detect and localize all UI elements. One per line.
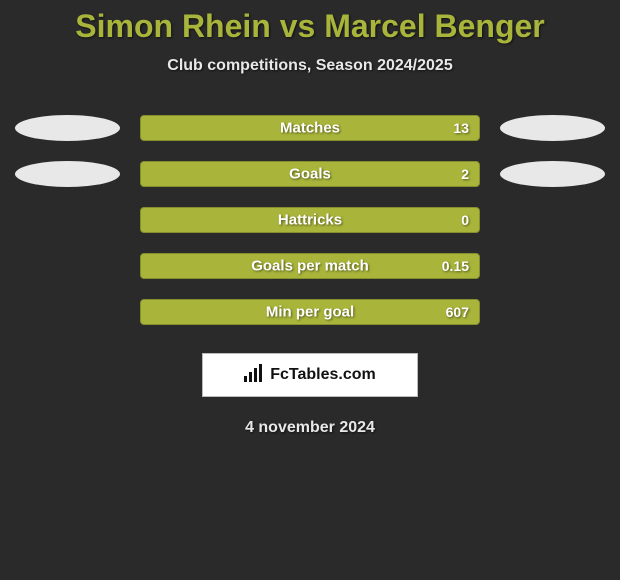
stat-label: Hattricks: [278, 212, 342, 229]
subtitle: Club competitions, Season 2024/2025: [0, 57, 620, 75]
stat-value: 13: [453, 120, 469, 136]
stat-bar: Matches 13: [140, 115, 480, 141]
stat-bar: Hattricks 0: [140, 207, 480, 233]
right-ellipse: [500, 115, 605, 141]
stat-value: 2: [461, 166, 469, 182]
stat-value: 0: [461, 212, 469, 228]
stats-rows: Matches 13 Goals 2 Hattricks 0 Goals per match…: [0, 115, 620, 325]
stat-row: Min per goal 607: [0, 299, 620, 325]
stat-bar: Min per goal 607: [140, 299, 480, 325]
stat-label: Goals: [289, 166, 331, 183]
page-title: Simon Rhein vs Marcel Benger: [0, 8, 620, 45]
stat-row: Matches 13: [0, 115, 620, 141]
date-line: 4 november 2024: [0, 419, 620, 437]
stat-label: Matches: [280, 120, 340, 137]
left-ellipse: [15, 161, 120, 187]
stat-row: Hattricks 0: [0, 207, 620, 233]
left-ellipse: [15, 115, 120, 141]
stat-label: Goals per match: [251, 258, 369, 275]
brand-chart-icon: [244, 364, 266, 387]
stat-value: 0.15: [442, 258, 469, 274]
stat-row: Goals 2: [0, 161, 620, 187]
brand-text: FcTables.com: [270, 366, 376, 384]
stat-bar: Goals 2: [140, 161, 480, 187]
brand-box[interactable]: FcTables.com: [202, 353, 418, 397]
stat-bar: Goals per match 0.15: [140, 253, 480, 279]
right-ellipse: [500, 161, 605, 187]
stat-label: Min per goal: [266, 304, 354, 321]
stat-row: Goals per match 0.15: [0, 253, 620, 279]
stat-value: 607: [446, 304, 469, 320]
